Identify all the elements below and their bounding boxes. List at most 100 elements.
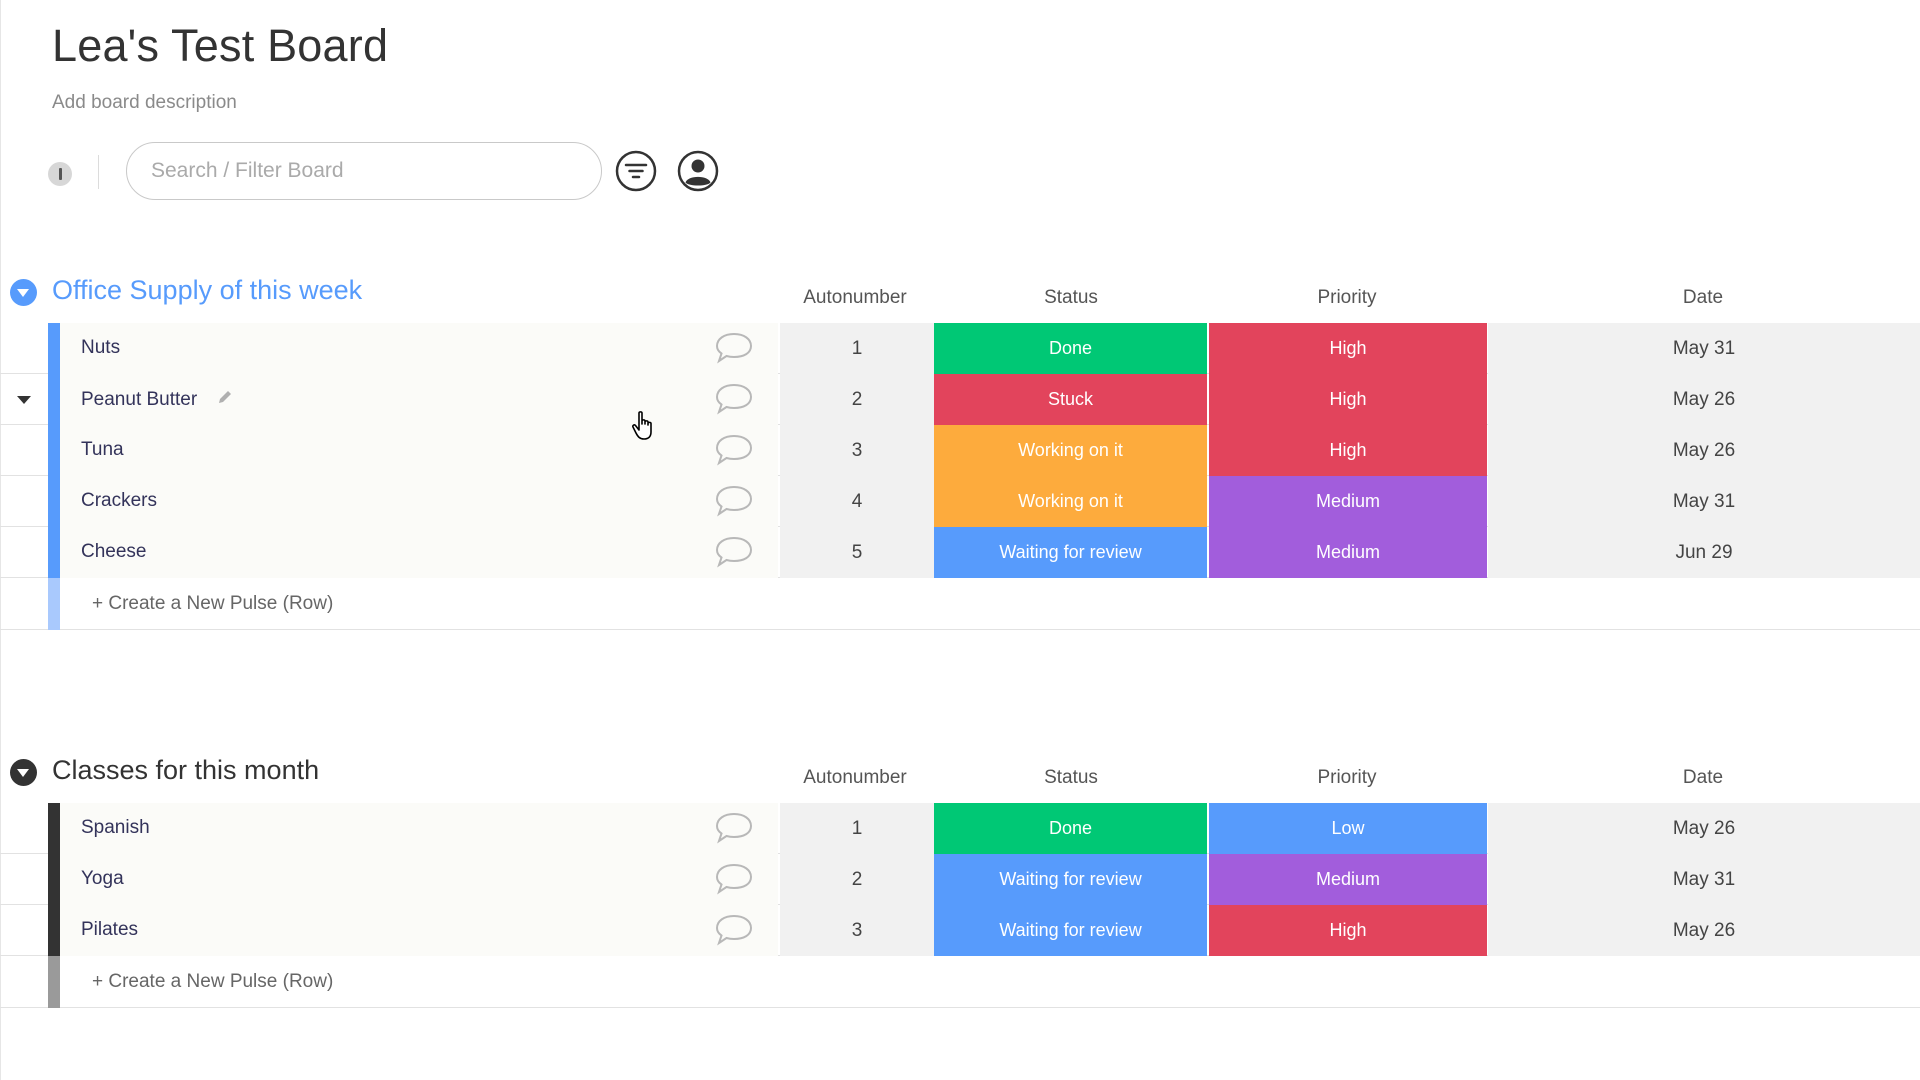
table-row[interactable]: Cheese 5 Waiting for review Medium Jun 2… [0,527,1920,578]
priority-cell[interactable]: Medium [1209,476,1487,527]
name-cell[interactable]: Yoga [60,854,778,905]
create-new-pulse-button[interactable]: + Create a New Pulse (Row) [92,593,334,614]
column-header-priority[interactable]: Priority [1317,767,1377,788]
speech-bubble-icon [715,383,753,415]
item-name[interactable]: Cheese [81,541,147,562]
comment-button[interactable] [714,811,754,845]
priority-cell[interactable]: Low [1209,803,1487,854]
date-cell[interactable]: May 31 [1488,323,1920,374]
status-cell[interactable]: Done [934,803,1207,854]
speech-bubble-icon [715,434,753,466]
comment-button[interactable] [714,862,754,896]
table-row[interactable]: Nuts 1 Done High May 31 [0,323,1920,374]
column-header-status[interactable]: Status [1044,287,1098,308]
status-cell[interactable]: Working on it [934,476,1207,527]
filter-button[interactable] [614,149,658,193]
group-collapse-toggle[interactable] [10,759,37,786]
board-title[interactable]: Lea's Test Board [52,20,389,71]
person-filter-button[interactable] [676,149,720,193]
group-color-bar [48,476,60,527]
table-row[interactable]: Tuna 3 Working on it High May 26 [0,425,1920,476]
date-cell[interactable]: May 31 [1488,476,1920,527]
group-title[interactable]: Classes for this month [52,755,320,785]
item-name[interactable]: Pilates [81,919,139,940]
date-cell[interactable]: Jun 29 [1488,527,1920,578]
table-row[interactable]: Pilates 3 Waiting for review High May 26 [0,905,1920,956]
autonumber-cell: 5 [780,527,934,578]
item-name[interactable]: Crackers [81,490,158,511]
name-cell[interactable]: Nuts [60,323,778,374]
status-cell[interactable]: Stuck [934,374,1207,425]
table-row[interactable]: Yoga 2 Waiting for review Medium May 31 [0,854,1920,905]
group-collapse-toggle[interactable] [10,279,37,306]
group-title[interactable]: Office Supply of this week [52,275,363,305]
comment-button[interactable] [714,331,754,365]
priority-cell[interactable]: High [1209,323,1487,374]
date-cell[interactable]: May 26 [1488,803,1920,854]
comment-button[interactable] [714,913,754,947]
group-color-bar [48,527,60,578]
column-header-status[interactable]: Status [1044,767,1098,788]
group-color-bar [48,905,60,956]
priority-cell[interactable]: High [1209,374,1487,425]
date-cell[interactable]: May 31 [1488,854,1920,905]
group-color-bar [48,854,60,905]
board-toolbar [48,142,748,200]
name-cell[interactable]: Cheese [60,527,778,578]
info-icon[interactable] [48,162,72,186]
column-header-date[interactable]: Date [1682,767,1724,788]
date-cell[interactable]: May 26 [1488,905,1920,956]
priority-cell[interactable]: High [1209,425,1487,476]
group-color-bar [48,803,60,854]
add-pulse-row: + Create a New Pulse (Row) [0,956,1920,1008]
name-cell[interactable]: Tuna [60,425,778,476]
status-cell[interactable]: Waiting for review [934,527,1207,578]
comment-button[interactable] [714,484,754,518]
name-cell[interactable]: Peanut Butter [60,374,778,425]
group-header: Classes for this month Autonumber Status… [0,743,1920,803]
group-color-bar [48,425,60,476]
table-row[interactable]: Peanut Butter 2 Stuck High May 26 [0,374,1920,425]
table-row[interactable]: Crackers 4 Working on it Medium May 31 [0,476,1920,527]
date-cell[interactable]: May 26 [1488,425,1920,476]
add-pulse-row: + Create a New Pulse (Row) [0,578,1920,630]
name-cell[interactable]: Pilates [60,905,778,956]
date-cell[interactable]: May 26 [1488,374,1920,425]
row-menu-caret-icon[interactable] [14,392,34,408]
left-border [0,0,1,1080]
priority-cell[interactable]: Medium [1209,527,1487,578]
group-color-bar [48,323,60,374]
column-header-priority[interactable]: Priority [1317,287,1377,308]
create-new-pulse-button[interactable]: + Create a New Pulse (Row) [92,971,334,992]
board-description[interactable]: Add board description [52,92,237,113]
filter-icon [615,150,657,192]
item-name[interactable]: Spanish [81,817,150,838]
name-cell[interactable]: Crackers [60,476,778,527]
item-name[interactable]: Tuna [81,439,124,460]
item-name[interactable]: Nuts [81,337,121,358]
status-cell[interactable]: Working on it [934,425,1207,476]
priority-cell[interactable]: Medium [1209,854,1487,905]
table-row[interactable]: Spanish 1 Done Low May 26 [0,803,1920,854]
comment-button[interactable] [714,433,754,467]
comment-button[interactable] [714,535,754,569]
pencil-icon[interactable] [216,388,234,412]
name-cell[interactable]: Spanish [60,803,778,854]
group-color-bar [48,578,60,630]
priority-cell[interactable]: High [1209,905,1487,956]
column-header-date[interactable]: Date [1682,287,1724,308]
item-name[interactable]: Peanut Butter [81,389,198,411]
autonumber-cell: 3 [780,905,934,956]
person-icon [677,150,719,192]
column-header-autonumber[interactable]: Autonumber [803,287,907,308]
status-cell[interactable]: Done [934,323,1207,374]
search-filter-input[interactable] [126,142,602,200]
toolbar-divider [98,155,99,189]
comment-button[interactable] [714,382,754,416]
autonumber-cell: 4 [780,476,934,527]
autonumber-cell: 2 [780,374,934,425]
column-header-autonumber[interactable]: Autonumber [803,767,907,788]
status-cell[interactable]: Waiting for review [934,905,1207,956]
status-cell[interactable]: Waiting for review [934,854,1207,905]
item-name[interactable]: Yoga [81,868,124,889]
